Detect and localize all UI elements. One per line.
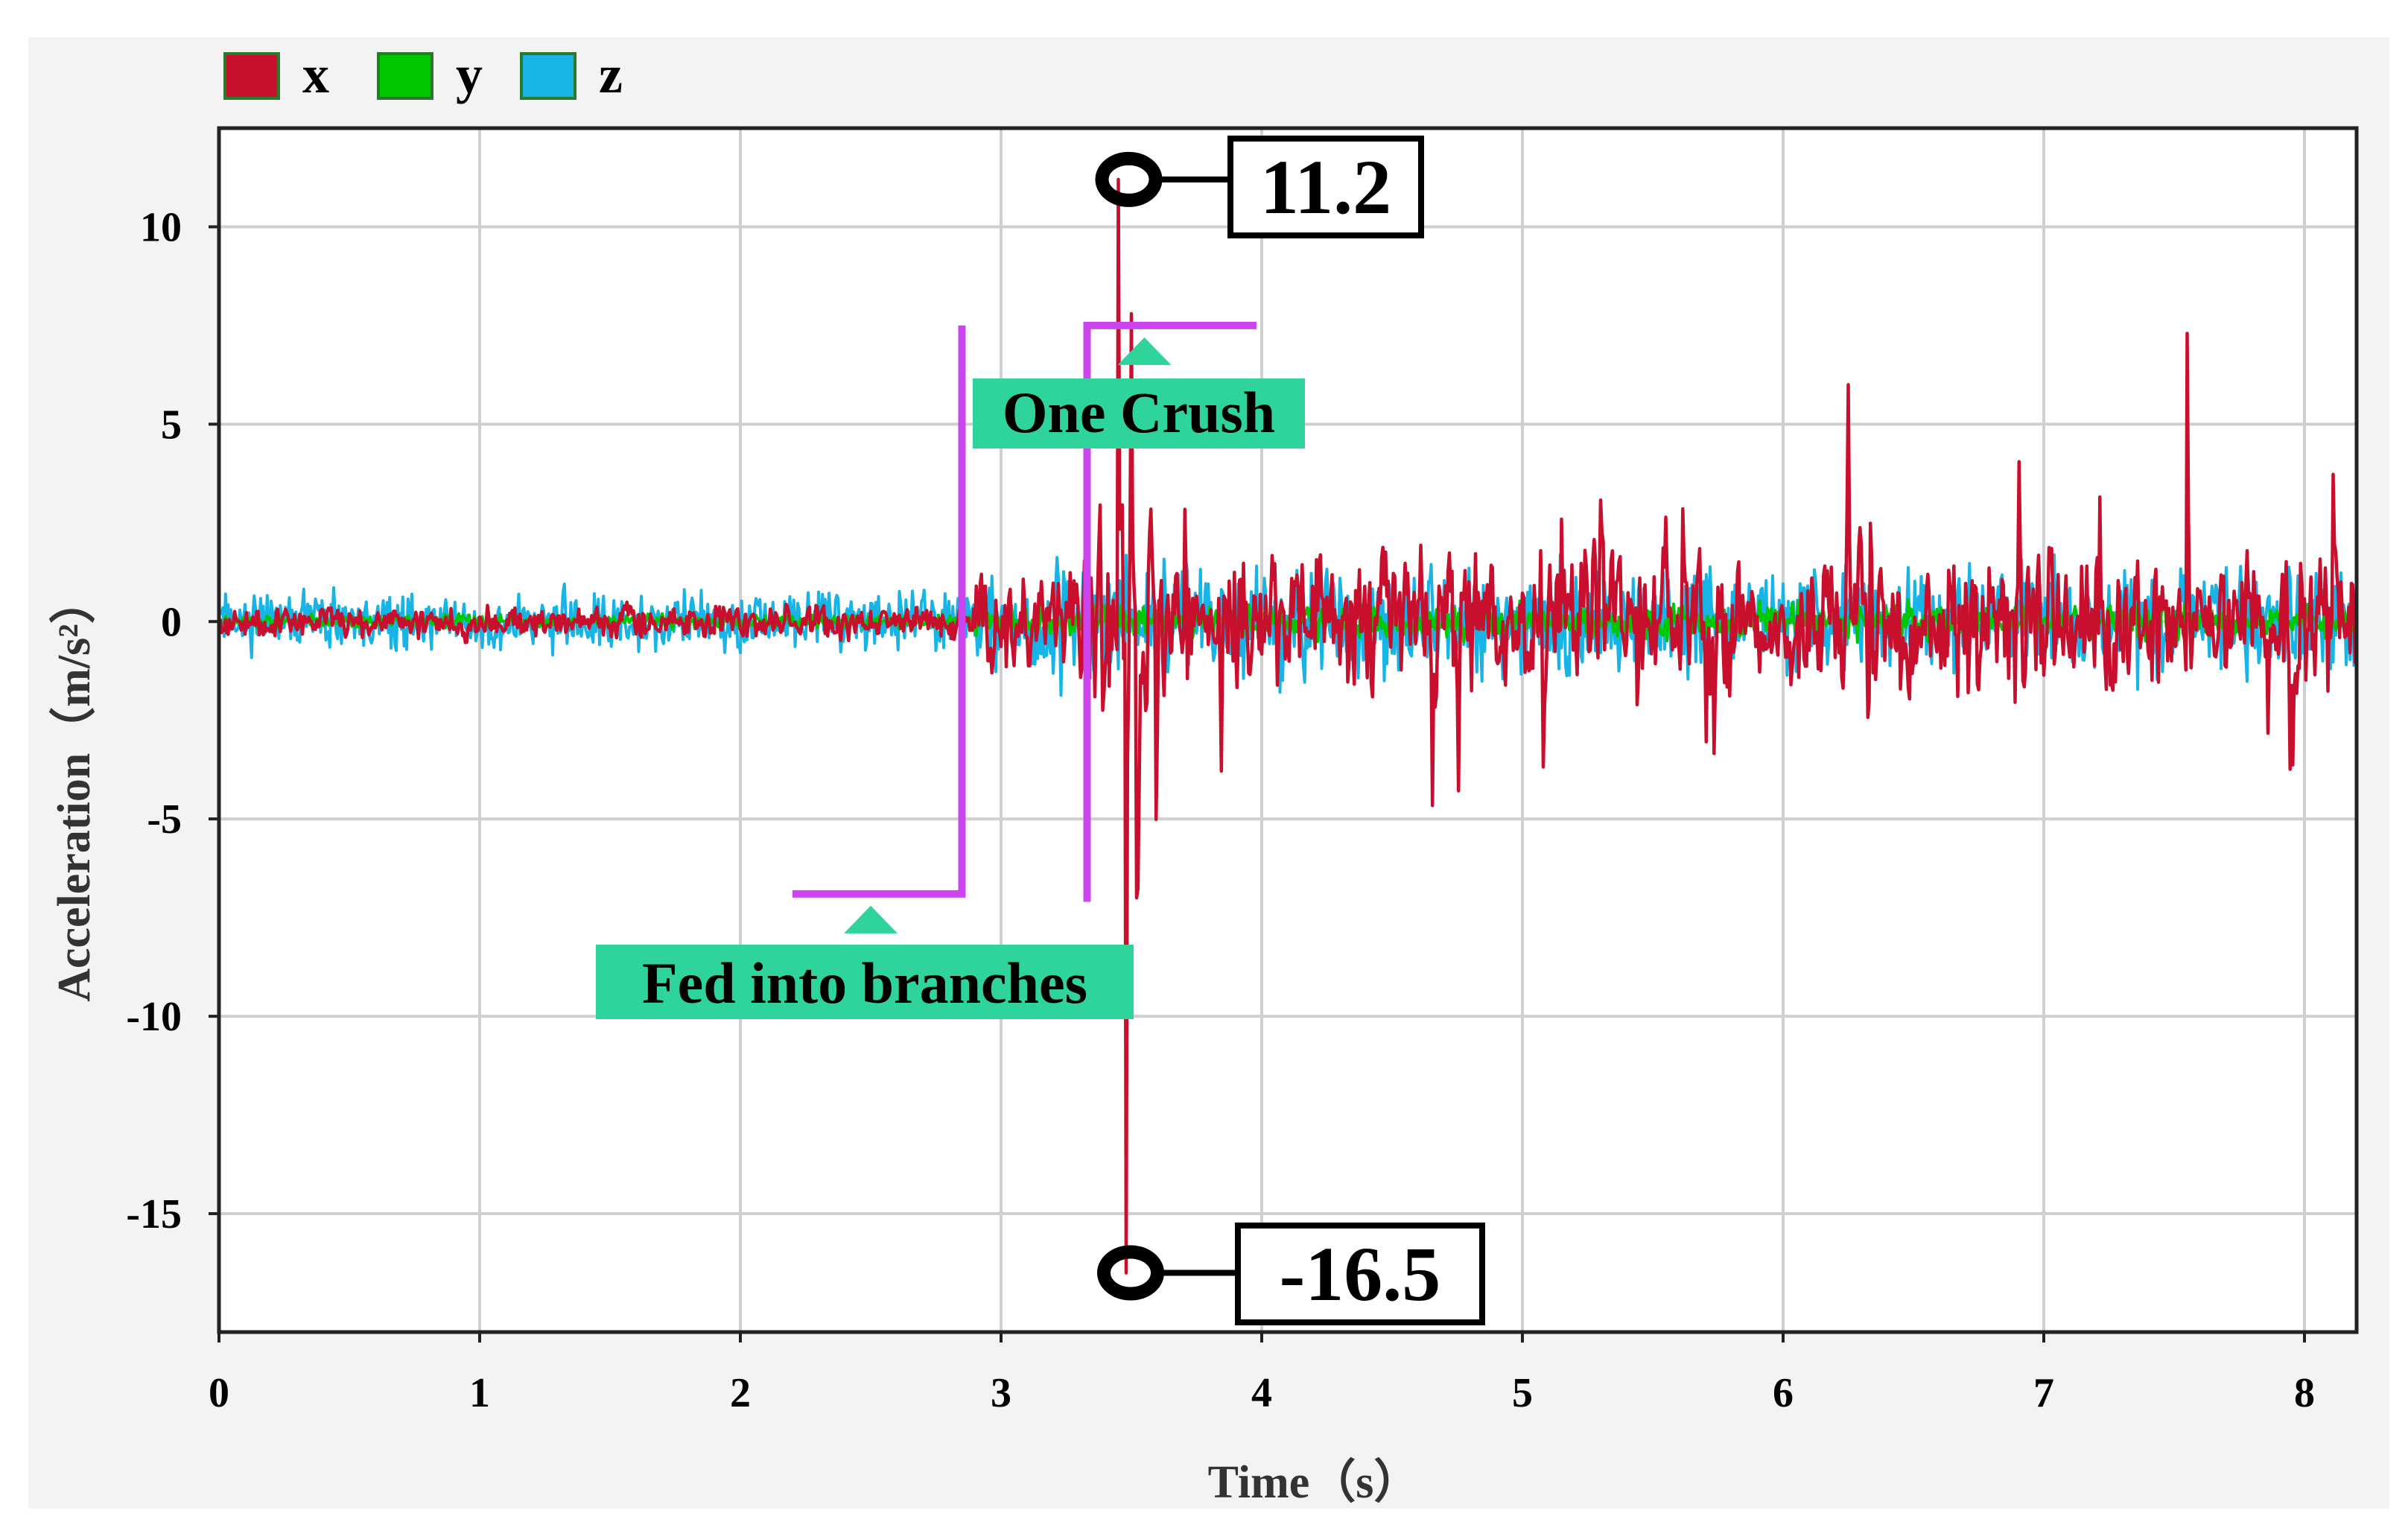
peak-callout-box-0	[1227, 136, 1424, 238]
peak-callout-box-1	[1235, 1223, 1485, 1325]
phase-label-box-crush	[973, 378, 1305, 448]
y-axis-title: Acceleration（m/s²）	[48, 577, 100, 1002]
legend-label-x: x	[302, 45, 329, 104]
phase-label-box-fed	[596, 945, 1134, 1019]
phase-annotations: Fed into branches One Crush	[596, 321, 1305, 1019]
phase-label-crush: One Crush	[1003, 380, 1275, 445]
plot-border	[217, 126, 2359, 1334]
phase-bracket-crush	[1083, 321, 1257, 902]
legend-item-z[interactable]: z	[520, 45, 623, 104]
x-tick-label: 2	[730, 1370, 751, 1416]
y-tick-label: -15	[126, 1191, 182, 1237]
x-tick-label: 1	[469, 1370, 490, 1416]
y-tick-label: -5	[147, 796, 182, 843]
series-lines	[217, 177, 2359, 1275]
phase-label-fed: Fed into branches	[642, 951, 1087, 1015]
ticks	[209, 225, 2306, 1342]
legend-swatch-z	[520, 52, 576, 100]
plot-area	[219, 128, 2357, 1332]
legend[interactable]: x y z	[223, 45, 623, 104]
peak-callout-label-0: 11.2	[1260, 145, 1391, 230]
peak-callout-label-1: -16.5	[1280, 1231, 1441, 1317]
y-tick-label: 0	[161, 599, 182, 645]
legend-label-z: z	[599, 45, 623, 104]
x-tick-label: 4	[1251, 1370, 1272, 1416]
legend-swatch-y	[377, 52, 433, 100]
x-tick-label: 5	[1512, 1370, 1533, 1416]
x-tick-label: 8	[2294, 1370, 2315, 1416]
axis-labels: 0 1 2 3 4 5 6 7 8 10 5 0 -5 -10 -15 Time（s） Acceleration…	[48, 204, 2315, 1508]
x-tick-label: 7	[2033, 1370, 2054, 1416]
peak-callouts: 11.2 -16.5	[1095, 136, 1485, 1325]
x-axis-title: Time（s）	[1208, 1456, 1420, 1508]
x-tick-label: 0	[209, 1370, 229, 1416]
legend-swatch-x	[223, 52, 280, 100]
y-tick-label: 10	[140, 204, 182, 250]
series-line-x	[217, 177, 2359, 1275]
y-tick-label: 5	[161, 402, 182, 448]
x-tick-label: 6	[1773, 1370, 1794, 1416]
phase-arrow-fed	[844, 905, 898, 933]
x-tick-label: 3	[991, 1370, 1011, 1416]
y-tick-label: -10	[126, 994, 182, 1040]
phase-bracket-fed	[792, 325, 966, 898]
phase-arrow-crush	[1117, 337, 1172, 365]
legend-label-y: y	[456, 45, 483, 104]
legend-item-x[interactable]: x	[223, 45, 329, 104]
legend-item-y[interactable]: y	[377, 45, 483, 104]
